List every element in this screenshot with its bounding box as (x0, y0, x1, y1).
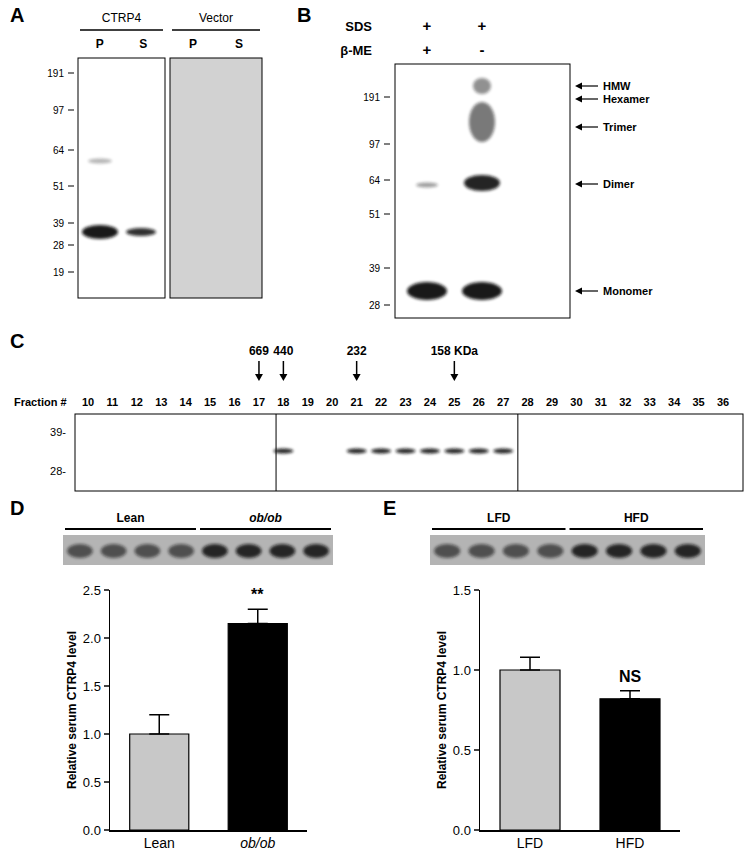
svg-text:LFD: LFD (487, 511, 511, 525)
svg-text:19: 19 (53, 267, 65, 278)
svg-text:440: 440 (273, 344, 293, 358)
svg-text:-: - (480, 41, 485, 58)
svg-text:S: S (235, 37, 243, 51)
svg-text:17: 17 (253, 396, 265, 408)
svg-text:SDS: SDS (345, 19, 372, 34)
svg-text:NS: NS (619, 668, 642, 685)
svg-text:Relative serum CTRP4 level: Relative serum CTRP4 level (435, 631, 449, 789)
svg-text:35: 35 (692, 396, 704, 408)
svg-text:191: 191 (47, 68, 64, 79)
svg-text:A: A (10, 4, 24, 26)
svg-text:34: 34 (668, 396, 681, 408)
svg-text:1.0: 1.0 (453, 663, 471, 678)
svg-text:0.5: 0.5 (453, 743, 471, 758)
svg-text:1.5: 1.5 (83, 679, 101, 694)
svg-text:**: ** (251, 586, 264, 603)
svg-text:20: 20 (326, 396, 338, 408)
svg-text:2.5: 2.5 (83, 583, 101, 598)
svg-text:HFD: HFD (616, 835, 645, 851)
svg-text:β-ME: β-ME (340, 43, 372, 58)
svg-text:97: 97 (369, 139, 381, 150)
svg-text:23: 23 (399, 396, 411, 408)
svg-text:32: 32 (619, 396, 631, 408)
svg-text:15: 15 (204, 396, 216, 408)
svg-text:B: B (297, 4, 311, 26)
svg-text:C: C (10, 330, 24, 352)
svg-text:18: 18 (277, 396, 289, 408)
svg-text:64: 64 (369, 175, 381, 186)
svg-text:39-: 39- (50, 426, 66, 438)
svg-text:13: 13 (155, 396, 167, 408)
svg-text:Relative serum CTRP4 level: Relative serum CTRP4 level (65, 631, 79, 789)
svg-text:Lean: Lean (144, 835, 175, 851)
svg-text:51: 51 (53, 181, 65, 192)
svg-text:+: + (478, 17, 487, 34)
svg-text:LFD: LFD (517, 835, 543, 851)
svg-text:36: 36 (717, 396, 729, 408)
svg-text:CTRP4: CTRP4 (102, 11, 142, 25)
svg-text:+: + (423, 41, 432, 58)
svg-text:21: 21 (351, 396, 363, 408)
svg-text:Trimer: Trimer (603, 121, 637, 133)
svg-text:12: 12 (131, 396, 143, 408)
svg-text:Dimer: Dimer (603, 178, 635, 190)
svg-text:29: 29 (546, 396, 558, 408)
svg-text:10: 10 (82, 396, 94, 408)
svg-text:HFD: HFD (624, 511, 649, 525)
svg-text:D: D (10, 497, 24, 519)
svg-text:0.0: 0.0 (453, 823, 471, 838)
svg-text:HMW: HMW (603, 80, 631, 92)
svg-text:P: P (96, 37, 104, 51)
svg-text:28: 28 (369, 300, 381, 311)
svg-text:39: 39 (53, 218, 65, 229)
svg-text:28-: 28- (50, 465, 66, 477)
svg-text:97: 97 (53, 105, 65, 116)
svg-text:39: 39 (369, 263, 381, 274)
svg-text:19: 19 (302, 396, 314, 408)
svg-text:26: 26 (473, 396, 485, 408)
svg-text:ob/ob: ob/ob (249, 511, 282, 525)
svg-text:Vector: Vector (199, 11, 233, 25)
svg-text:27: 27 (497, 396, 509, 408)
svg-text:22: 22 (375, 396, 387, 408)
svg-text:191: 191 (363, 92, 380, 103)
svg-text:+: + (423, 17, 432, 34)
svg-text:P: P (189, 37, 197, 51)
svg-text:31: 31 (595, 396, 607, 408)
svg-text:232: 232 (347, 344, 367, 358)
svg-text:28: 28 (521, 396, 533, 408)
svg-text:11: 11 (107, 396, 119, 408)
svg-text:25: 25 (448, 396, 460, 408)
svg-text:30: 30 (570, 396, 582, 408)
svg-text:51: 51 (369, 209, 381, 220)
svg-text:0.5: 0.5 (83, 775, 101, 790)
svg-text:Fraction #: Fraction # (14, 396, 67, 408)
svg-text:2.0: 2.0 (83, 631, 101, 646)
svg-text:E: E (383, 497, 396, 519)
svg-text:64: 64 (53, 145, 65, 156)
svg-text:0.0: 0.0 (83, 823, 101, 838)
svg-text:28: 28 (53, 240, 65, 251)
svg-text:158 KDa: 158 KDa (431, 344, 479, 358)
svg-text:Hexamer: Hexamer (603, 93, 650, 105)
svg-text:24: 24 (424, 396, 437, 408)
svg-text:1.5: 1.5 (453, 583, 471, 598)
svg-text:ob/ob: ob/ob (240, 835, 275, 851)
svg-text:16: 16 (228, 396, 240, 408)
svg-text:33: 33 (644, 396, 656, 408)
svg-text:14: 14 (180, 396, 193, 408)
svg-text:S: S (139, 37, 147, 51)
svg-text:1.0: 1.0 (83, 727, 101, 742)
svg-text:Lean: Lean (116, 511, 144, 525)
svg-text:669: 669 (249, 344, 269, 358)
svg-text:Monomer: Monomer (603, 285, 653, 297)
